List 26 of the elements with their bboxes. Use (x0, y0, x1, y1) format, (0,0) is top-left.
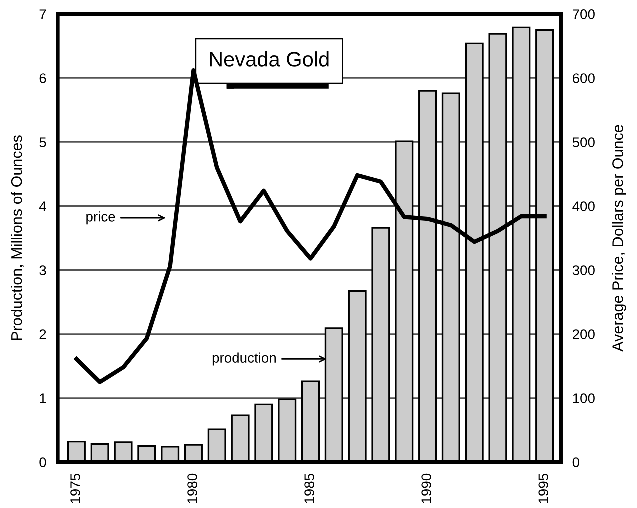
x-tick-label: 1995 (538, 474, 549, 504)
y2-tick-label: 100 (573, 394, 595, 404)
y2-tick-label: 300 (572, 266, 595, 276)
y-tick-label: 4 (39, 202, 46, 212)
y-tick-label: 6 (40, 74, 46, 84)
y2-tick-label: 0 (572, 458, 580, 468)
x-tick-label: 1990 (422, 474, 432, 504)
y-axis-title: Production, Millions of Ounces (11, 136, 24, 340)
x-tick-label: 1985 (304, 474, 314, 504)
annotation: production (212, 352, 276, 366)
x-tick-label: 1980 (188, 474, 198, 504)
x-tick-label: 1975 (70, 474, 80, 504)
y2-tick-label: 400 (572, 202, 595, 212)
y-tick-label: 1 (40, 394, 46, 404)
y-tick-label: 7 (40, 10, 46, 20)
text: Nevada Gold (210, 52, 329, 67)
y-tick-label: 2 (40, 330, 46, 340)
y-tick-label: 5 (40, 138, 46, 148)
y2-tick-label: 700 (573, 10, 595, 20)
y2-tick-label: 500 (572, 138, 595, 148)
y2-tick-label: 600 (573, 74, 595, 84)
y-tick-label: 3 (40, 266, 46, 276)
y-tick-label: 0 (40, 458, 46, 468)
annotation: price (86, 212, 116, 225)
y2-tick-label: 200 (573, 330, 595, 340)
y2-axis-title: Average Price, Dollars per Ounce (612, 125, 626, 352)
